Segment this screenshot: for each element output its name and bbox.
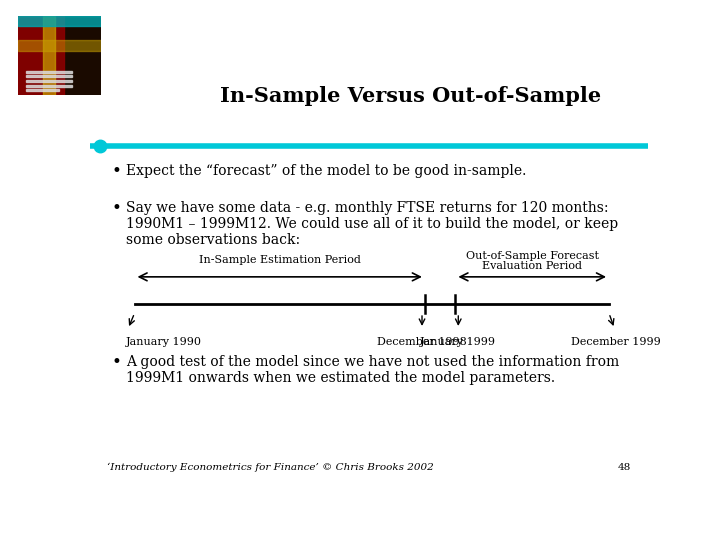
Bar bbox=[27, 85, 72, 86]
Text: •: • bbox=[111, 199, 121, 217]
Bar bbox=[27, 71, 72, 72]
Text: •: • bbox=[111, 162, 121, 180]
Bar bbox=[18, 16, 101, 25]
Text: ‘Introductory Econometrics for Finance’ © Chris Brooks 2002: ‘Introductory Econometrics for Finance’ … bbox=[107, 463, 433, 472]
Text: In-Sample Versus Out-of-Sample: In-Sample Versus Out-of-Sample bbox=[220, 86, 601, 106]
Text: Expect the “forecast” of the model to be good in-sample.: Expect the “forecast” of the model to be… bbox=[126, 164, 526, 178]
Text: Out-of-Sample Forecast: Out-of-Sample Forecast bbox=[466, 251, 599, 261]
Bar bbox=[27, 90, 60, 91]
Text: 48: 48 bbox=[618, 463, 631, 472]
Text: December 1998: December 1998 bbox=[377, 337, 467, 347]
Text: Evaluation Period: Evaluation Period bbox=[482, 261, 582, 272]
Text: January 1999: January 1999 bbox=[420, 337, 496, 347]
Text: December 1999: December 1999 bbox=[571, 337, 660, 347]
Text: 1990M1 – 1999M12. We could use all of it to build the model, or keep: 1990M1 – 1999M12. We could use all of it… bbox=[126, 217, 618, 231]
Bar bbox=[27, 80, 72, 82]
Text: some observations back:: some observations back: bbox=[126, 233, 300, 247]
Bar bbox=[18, 16, 63, 94]
Text: January 1990: January 1990 bbox=[126, 337, 202, 347]
Text: 1999M1 onwards when we estimated the model parameters.: 1999M1 onwards when we estimated the mod… bbox=[126, 371, 555, 385]
Text: A good test of the model since we have not used the information from: A good test of the model since we have n… bbox=[126, 355, 619, 369]
Bar bbox=[43, 16, 55, 94]
Text: In-Sample Estimation Period: In-Sample Estimation Period bbox=[199, 255, 361, 265]
Bar bbox=[18, 40, 101, 51]
Text: Say we have some data - e.g. monthly FTSE returns for 120 months:: Say we have some data - e.g. monthly FTS… bbox=[126, 201, 609, 215]
Text: •: • bbox=[111, 353, 121, 371]
Bar bbox=[27, 75, 72, 77]
